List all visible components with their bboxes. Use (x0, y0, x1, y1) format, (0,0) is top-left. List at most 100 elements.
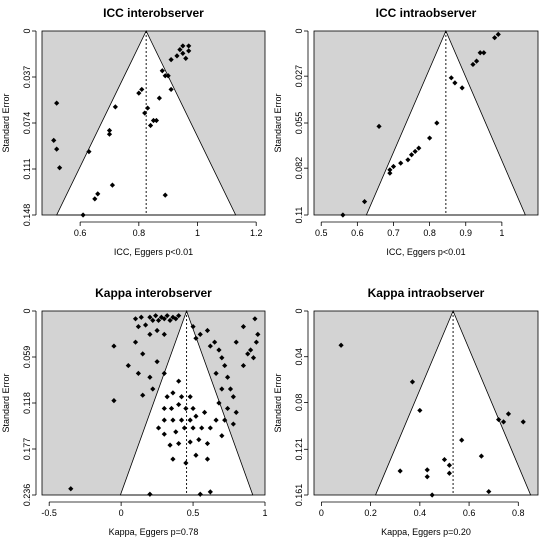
data-point (222, 417, 228, 423)
data-point (109, 182, 116, 188)
data-point (181, 425, 188, 431)
data-point (54, 100, 60, 106)
data-point (161, 431, 167, 437)
data-point (207, 343, 213, 349)
plot-frame (313, 310, 539, 496)
x-tick-label: 0.8 (423, 228, 436, 238)
data-point (138, 314, 144, 320)
data-point (159, 68, 165, 74)
data-point (156, 95, 162, 101)
data-point (142, 110, 148, 116)
y-tick-label: 0 (294, 308, 304, 313)
data-point (216, 400, 222, 406)
data-point (140, 351, 146, 357)
data-point (125, 362, 131, 369)
data-point (253, 339, 259, 345)
data-point (139, 86, 145, 93)
data-point (222, 362, 228, 369)
data-point (224, 405, 231, 412)
data-point (150, 386, 156, 392)
chart-title: ICC intraobserver (376, 6, 477, 20)
data-point (190, 323, 196, 330)
data-point (233, 409, 239, 415)
data-point (448, 75, 454, 81)
funnel-plot-panel-2: 0.5 0.6 0.7 0.8 0.9 1 0 0.027 0.055 0.082 0.11 ICC … (273, 6, 539, 257)
data-point (170, 390, 176, 396)
data-point (177, 47, 183, 53)
data-point (178, 394, 185, 400)
plot-frame (313, 30, 539, 216)
data-point (135, 370, 141, 376)
data-point (387, 167, 393, 173)
data-point (173, 429, 179, 435)
data-point (446, 462, 452, 468)
data-point (424, 467, 430, 473)
data-point (193, 335, 199, 341)
data-point (136, 90, 142, 96)
y-tick-label: 0.037 (22, 66, 32, 89)
x-tick-label: 0.7 (387, 228, 400, 238)
data-point (417, 407, 423, 414)
funnel-plot-panel-1: 0.6 0.8 1 1.2 0 0.037 0.074 0.111 0.148 ICC inter… (1, 6, 266, 257)
data-point (424, 474, 430, 480)
data-point (187, 417, 193, 423)
data-point (204, 440, 211, 447)
y-tick-label: 0.082 (294, 157, 304, 180)
data-point (207, 489, 213, 495)
data-point (51, 137, 57, 144)
chart-title: Kappa interobserver (95, 286, 212, 300)
data-point (161, 316, 167, 322)
y-axis-label: Standard Error (273, 373, 283, 432)
data-point (473, 58, 480, 64)
data-point (361, 199, 368, 205)
data-point (233, 339, 239, 345)
data-point (193, 452, 199, 458)
plot-frame (41, 310, 266, 496)
data-point (492, 35, 498, 41)
data-point (92, 196, 98, 202)
data-point (68, 486, 74, 492)
data-point (486, 488, 492, 495)
data-point (441, 456, 448, 463)
data-point (176, 440, 182, 447)
data-point (477, 50, 483, 56)
data-point (196, 437, 202, 443)
data-point (167, 442, 173, 448)
data-point (147, 314, 153, 320)
data-point (170, 314, 176, 320)
x-tick-label: 0.2 (364, 508, 377, 518)
data-point (153, 117, 160, 124)
data-point (155, 317, 162, 323)
data-point (168, 405, 175, 412)
data-point (190, 405, 196, 412)
data-point (255, 331, 261, 337)
x-tick-label: 0.6 (74, 228, 87, 238)
data-point (250, 355, 257, 361)
data-point (168, 56, 174, 63)
data-point (248, 347, 254, 353)
y-axis-label: Standard Error (273, 93, 283, 152)
data-point (186, 43, 192, 49)
x-tick-label: -0.5 (41, 508, 57, 518)
y-axis-label: Standard Error (1, 93, 11, 152)
y-tick-label: 0 (22, 308, 32, 313)
data-point (204, 327, 211, 334)
data-point (132, 339, 139, 345)
data-point (162, 73, 168, 79)
data-point (459, 437, 465, 443)
data-point (183, 55, 189, 61)
data-point (405, 157, 411, 163)
y-tick-label: 0 (22, 28, 32, 33)
data-point (500, 419, 507, 425)
data-point (434, 120, 440, 126)
data-point (111, 343, 117, 349)
y-tick-label: 0.111 (22, 158, 32, 179)
x-tick-label: 1 (262, 508, 267, 518)
data-point (162, 192, 168, 198)
data-point (520, 419, 526, 425)
data-point (446, 470, 452, 476)
plot-frame (41, 30, 266, 216)
x-tick-label: 0 (319, 508, 324, 518)
data-point (180, 50, 186, 56)
data-point (150, 317, 156, 323)
